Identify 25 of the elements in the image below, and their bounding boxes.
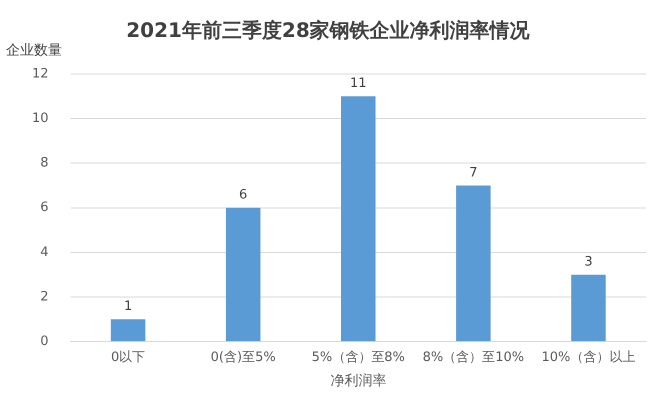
data-label: 6: [239, 188, 248, 203]
x-tick-label: 10%（含）以上: [542, 350, 636, 365]
bar: [456, 186, 491, 342]
y-tick-label: 0: [40, 334, 49, 349]
bar: [226, 208, 260, 342]
y-tick-label: 12: [32, 66, 49, 82]
x-tick-label: 8%（含）至10%: [422, 350, 524, 365]
data-label: 7: [469, 165, 478, 180]
y-axis-title: 企业数量: [6, 42, 62, 59]
x-tick-label: 5%（含）至8%: [312, 350, 405, 365]
data-label: 3: [584, 254, 593, 270]
data-label: 1: [124, 299, 132, 314]
y-tick-label: 4: [40, 244, 49, 260]
y-tick-label: 6: [40, 200, 49, 216]
x-tick-label: 0(含)至5%: [210, 350, 276, 365]
data-label: 11: [350, 76, 367, 92]
y-tick-label: 10: [32, 110, 49, 126]
chart-title: 2021年前三季度28家钢铁企业净利润率情况: [126, 18, 531, 42]
x-tick-label: 0以下: [110, 350, 146, 365]
bar: [110, 319, 146, 342]
y-tick-label: 8: [40, 156, 49, 171]
y-tick-label: 2: [40, 289, 49, 304]
bar: [341, 96, 376, 342]
x-axis-title: 净利润率: [330, 373, 386, 390]
bar: [571, 274, 606, 342]
